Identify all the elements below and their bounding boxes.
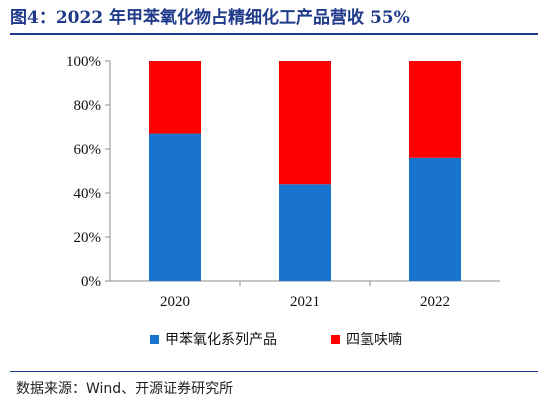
source-rule [10, 371, 538, 372]
title-rule [10, 33, 538, 35]
x-tick-label-2020: 2020 [160, 294, 190, 310]
source-note: 数据来源：Wind、开源证券研究所 [16, 381, 234, 397]
tick-labels: 0% 20% 40% 60% 80% 100% 2020 2021 2022 [66, 54, 450, 310]
bar-2021-series-1 [279, 184, 331, 281]
x-tick-label-2021: 2021 [290, 294, 320, 310]
y-tick-label: 80% [74, 98, 102, 114]
bar-2020-series-1 [149, 133, 201, 281]
bar-2021-series-2 [279, 61, 331, 185]
y-tick-label: 60% [74, 142, 102, 158]
bars [149, 61, 461, 281]
legend: 甲苯氧化系列产品 四氢呋喃 [150, 331, 402, 348]
chart-title: 图4：2022 年甲苯氧化物占精细化工产品营收 55% [10, 8, 410, 28]
y-tick-label: 0% [81, 274, 101, 290]
y-tick-label: 20% [74, 230, 102, 246]
x-tick-label-2022: 2022 [420, 294, 450, 310]
legend-swatch-2 [331, 335, 340, 344]
bar-2022-series-2 [409, 61, 461, 158]
y-tick-label: 100% [66, 54, 101, 70]
legend-swatch-1 [150, 335, 159, 344]
bar-2020-series-2 [149, 61, 201, 134]
legend-label-1: 甲苯氧化系列产品 [165, 331, 277, 348]
bar-2022-series-1 [409, 157, 461, 281]
legend-label-2: 四氢呋喃 [346, 332, 402, 348]
y-tick-label: 40% [74, 186, 102, 202]
